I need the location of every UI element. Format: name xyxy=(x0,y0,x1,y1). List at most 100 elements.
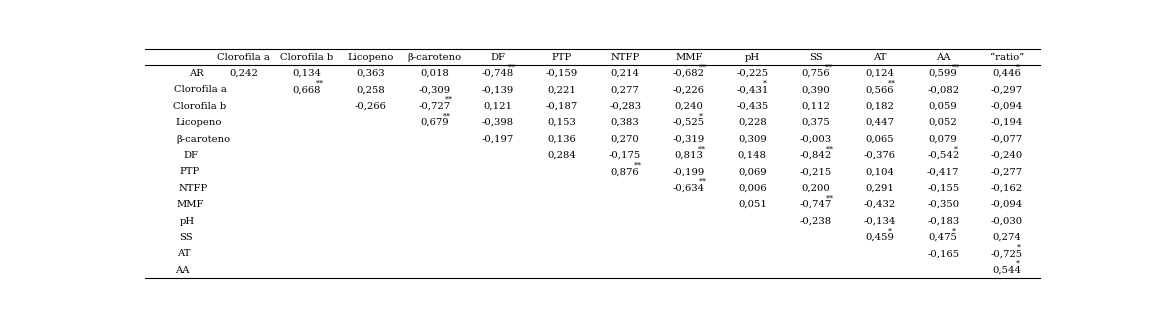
Text: *: * xyxy=(1015,63,1020,71)
Text: 0,544: 0,544 xyxy=(992,266,1021,275)
Text: -0,134: -0,134 xyxy=(864,216,896,226)
Text: -0,542: -0,542 xyxy=(927,151,959,160)
Text: -0,175: -0,175 xyxy=(609,151,642,160)
Text: -0,159: -0,159 xyxy=(546,69,578,78)
Text: 0,136: 0,136 xyxy=(547,134,576,144)
Text: 0,270: 0,270 xyxy=(610,134,639,144)
Text: -0,682: -0,682 xyxy=(673,69,705,78)
Text: -0,266: -0,266 xyxy=(355,102,386,111)
Text: **: ** xyxy=(699,63,707,71)
Text: 0,182: 0,182 xyxy=(865,102,894,111)
Text: Licopeno: Licopeno xyxy=(348,52,394,62)
Text: SS: SS xyxy=(809,52,823,62)
Text: *: * xyxy=(763,80,766,87)
Text: *: * xyxy=(888,227,892,235)
Text: *: * xyxy=(951,227,956,235)
Text: 0,221: 0,221 xyxy=(547,85,576,94)
Text: Clorofila a: Clorofila a xyxy=(173,85,227,94)
Text: -0,238: -0,238 xyxy=(800,216,832,226)
Text: 0,069: 0,069 xyxy=(738,167,766,176)
Text: 0,104: 0,104 xyxy=(865,167,894,176)
Text: AT: AT xyxy=(873,52,887,62)
Text: -0,194: -0,194 xyxy=(991,118,1023,127)
Text: -0,283: -0,283 xyxy=(609,102,642,111)
Text: **: ** xyxy=(443,112,451,121)
Text: 0,112: 0,112 xyxy=(801,102,830,111)
Text: 0,383: 0,383 xyxy=(610,118,639,127)
Text: -0,376: -0,376 xyxy=(864,151,896,160)
Text: -0,162: -0,162 xyxy=(991,184,1023,193)
Text: -0,525: -0,525 xyxy=(673,118,705,127)
Text: 0,052: 0,052 xyxy=(928,118,957,127)
Text: 0,006: 0,006 xyxy=(738,184,766,193)
Text: 0,599: 0,599 xyxy=(928,69,957,78)
Text: 0,390: 0,390 xyxy=(801,85,830,94)
Text: -0,277: -0,277 xyxy=(991,167,1023,176)
Text: PTP: PTP xyxy=(179,167,200,176)
Text: 0,363: 0,363 xyxy=(356,69,385,78)
Text: 0,566: 0,566 xyxy=(866,85,894,94)
Text: -0,082: -0,082 xyxy=(927,85,959,94)
Text: Clorofila b: Clorofila b xyxy=(281,52,334,62)
Text: 0,258: 0,258 xyxy=(356,85,385,94)
Text: -0,634: -0,634 xyxy=(673,184,705,193)
Text: 0,214: 0,214 xyxy=(610,69,639,78)
Text: DF: DF xyxy=(184,151,199,160)
Text: 0,153: 0,153 xyxy=(547,118,576,127)
Text: “ratio”: “ratio” xyxy=(990,52,1024,62)
Text: 0,284: 0,284 xyxy=(547,151,576,160)
Text: 0,274: 0,274 xyxy=(992,233,1021,242)
Text: β-caroteno: β-caroteno xyxy=(177,134,231,144)
Text: 0,200: 0,200 xyxy=(801,184,830,193)
Text: 0,065: 0,065 xyxy=(866,134,894,144)
Text: 0,228: 0,228 xyxy=(738,118,766,127)
Text: -0,309: -0,309 xyxy=(418,85,451,94)
Text: 0,277: 0,277 xyxy=(610,85,639,94)
Text: 0,242: 0,242 xyxy=(229,69,258,78)
Text: 0,668: 0,668 xyxy=(292,85,321,94)
Text: MMF: MMF xyxy=(177,200,203,209)
Text: -0,432: -0,432 xyxy=(864,200,896,209)
Text: **: ** xyxy=(633,162,642,169)
Text: 0,475: 0,475 xyxy=(928,233,957,242)
Text: *: * xyxy=(954,145,957,153)
Text: **: ** xyxy=(827,194,835,202)
Text: pH: pH xyxy=(744,52,759,62)
Text: 0,291: 0,291 xyxy=(865,184,894,193)
Text: **: ** xyxy=(888,80,896,87)
Text: NTFP: NTFP xyxy=(178,184,208,193)
Text: -0,842: -0,842 xyxy=(800,151,832,160)
Text: DF: DF xyxy=(490,52,505,62)
Text: 0,375: 0,375 xyxy=(801,118,830,127)
Text: 0,148: 0,148 xyxy=(738,151,766,160)
Text: **: ** xyxy=(445,96,452,104)
Text: -0,077: -0,077 xyxy=(991,134,1023,144)
Text: -0,183: -0,183 xyxy=(927,216,959,226)
Text: -0,139: -0,139 xyxy=(482,85,514,94)
Text: 0,059: 0,059 xyxy=(928,102,957,111)
Text: **: ** xyxy=(951,63,959,71)
Text: AA: AA xyxy=(175,266,190,275)
Text: -0,240: -0,240 xyxy=(991,151,1023,160)
Text: 0,446: 0,446 xyxy=(992,69,1021,78)
Text: **: ** xyxy=(827,145,835,153)
Text: -0,155: -0,155 xyxy=(927,184,959,193)
Text: PTP: PTP xyxy=(551,52,572,62)
Text: 0,134: 0,134 xyxy=(292,69,321,78)
Text: 0,679: 0,679 xyxy=(420,118,449,127)
Text: -0,094: -0,094 xyxy=(991,200,1023,209)
Text: -0,030: -0,030 xyxy=(991,216,1023,226)
Text: AR: AR xyxy=(190,69,203,78)
Text: Licopeno: Licopeno xyxy=(175,118,222,127)
Text: 0,309: 0,309 xyxy=(738,134,766,144)
Text: 0,240: 0,240 xyxy=(674,102,703,111)
Text: pH: pH xyxy=(180,216,195,226)
Text: 0,051: 0,051 xyxy=(738,200,766,209)
Text: 0,079: 0,079 xyxy=(928,134,957,144)
Text: **: ** xyxy=(509,63,516,71)
Text: -0,165: -0,165 xyxy=(927,249,959,258)
Text: 0,018: 0,018 xyxy=(420,69,449,78)
Text: β-caroteno: β-caroteno xyxy=(407,52,461,62)
Text: -0,297: -0,297 xyxy=(991,85,1023,94)
Text: -0,226: -0,226 xyxy=(673,85,705,94)
